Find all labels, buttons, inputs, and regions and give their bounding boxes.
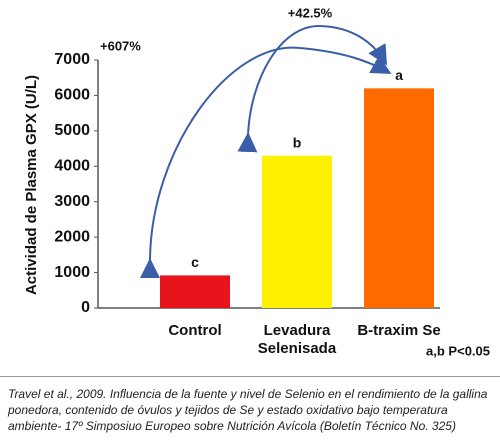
footnote: a,b P<0.05 [426,343,490,358]
significance-letter: b [293,134,302,150]
significance-letter: c [191,254,199,270]
bar [262,155,332,308]
annotation: +42.5% [288,5,333,20]
y-tick-label: 5000 [54,122,90,139]
y-axis-label: Actividad de Plasma GPX (U/L) [23,75,40,295]
caption: Travel et al., 2009. Influencia de la fu… [8,387,488,433]
y-tick-label: 0 [81,299,90,316]
arrow [237,24,388,153]
significance-letter: a [395,67,403,83]
y-tick-label: 1000 [54,264,90,281]
x-tick-label: B-traxim Se [357,322,441,339]
bar [160,275,230,308]
y-tick-label: 3000 [54,193,90,210]
chart: Actividad de Plasma GPX (U/L) +607% +42.… [23,5,490,358]
y-tick-label: 7000 [54,51,90,68]
y-tick-label: 2000 [54,228,90,245]
annotation: +607% [100,38,141,53]
y-tick-label: 4000 [54,158,90,175]
y-tick-label: 6000 [54,87,90,104]
separator [0,376,500,377]
x-tick-label: Control [168,322,222,339]
x-tick-label: Levadura Selenisada [257,322,337,357]
bar [364,88,434,308]
